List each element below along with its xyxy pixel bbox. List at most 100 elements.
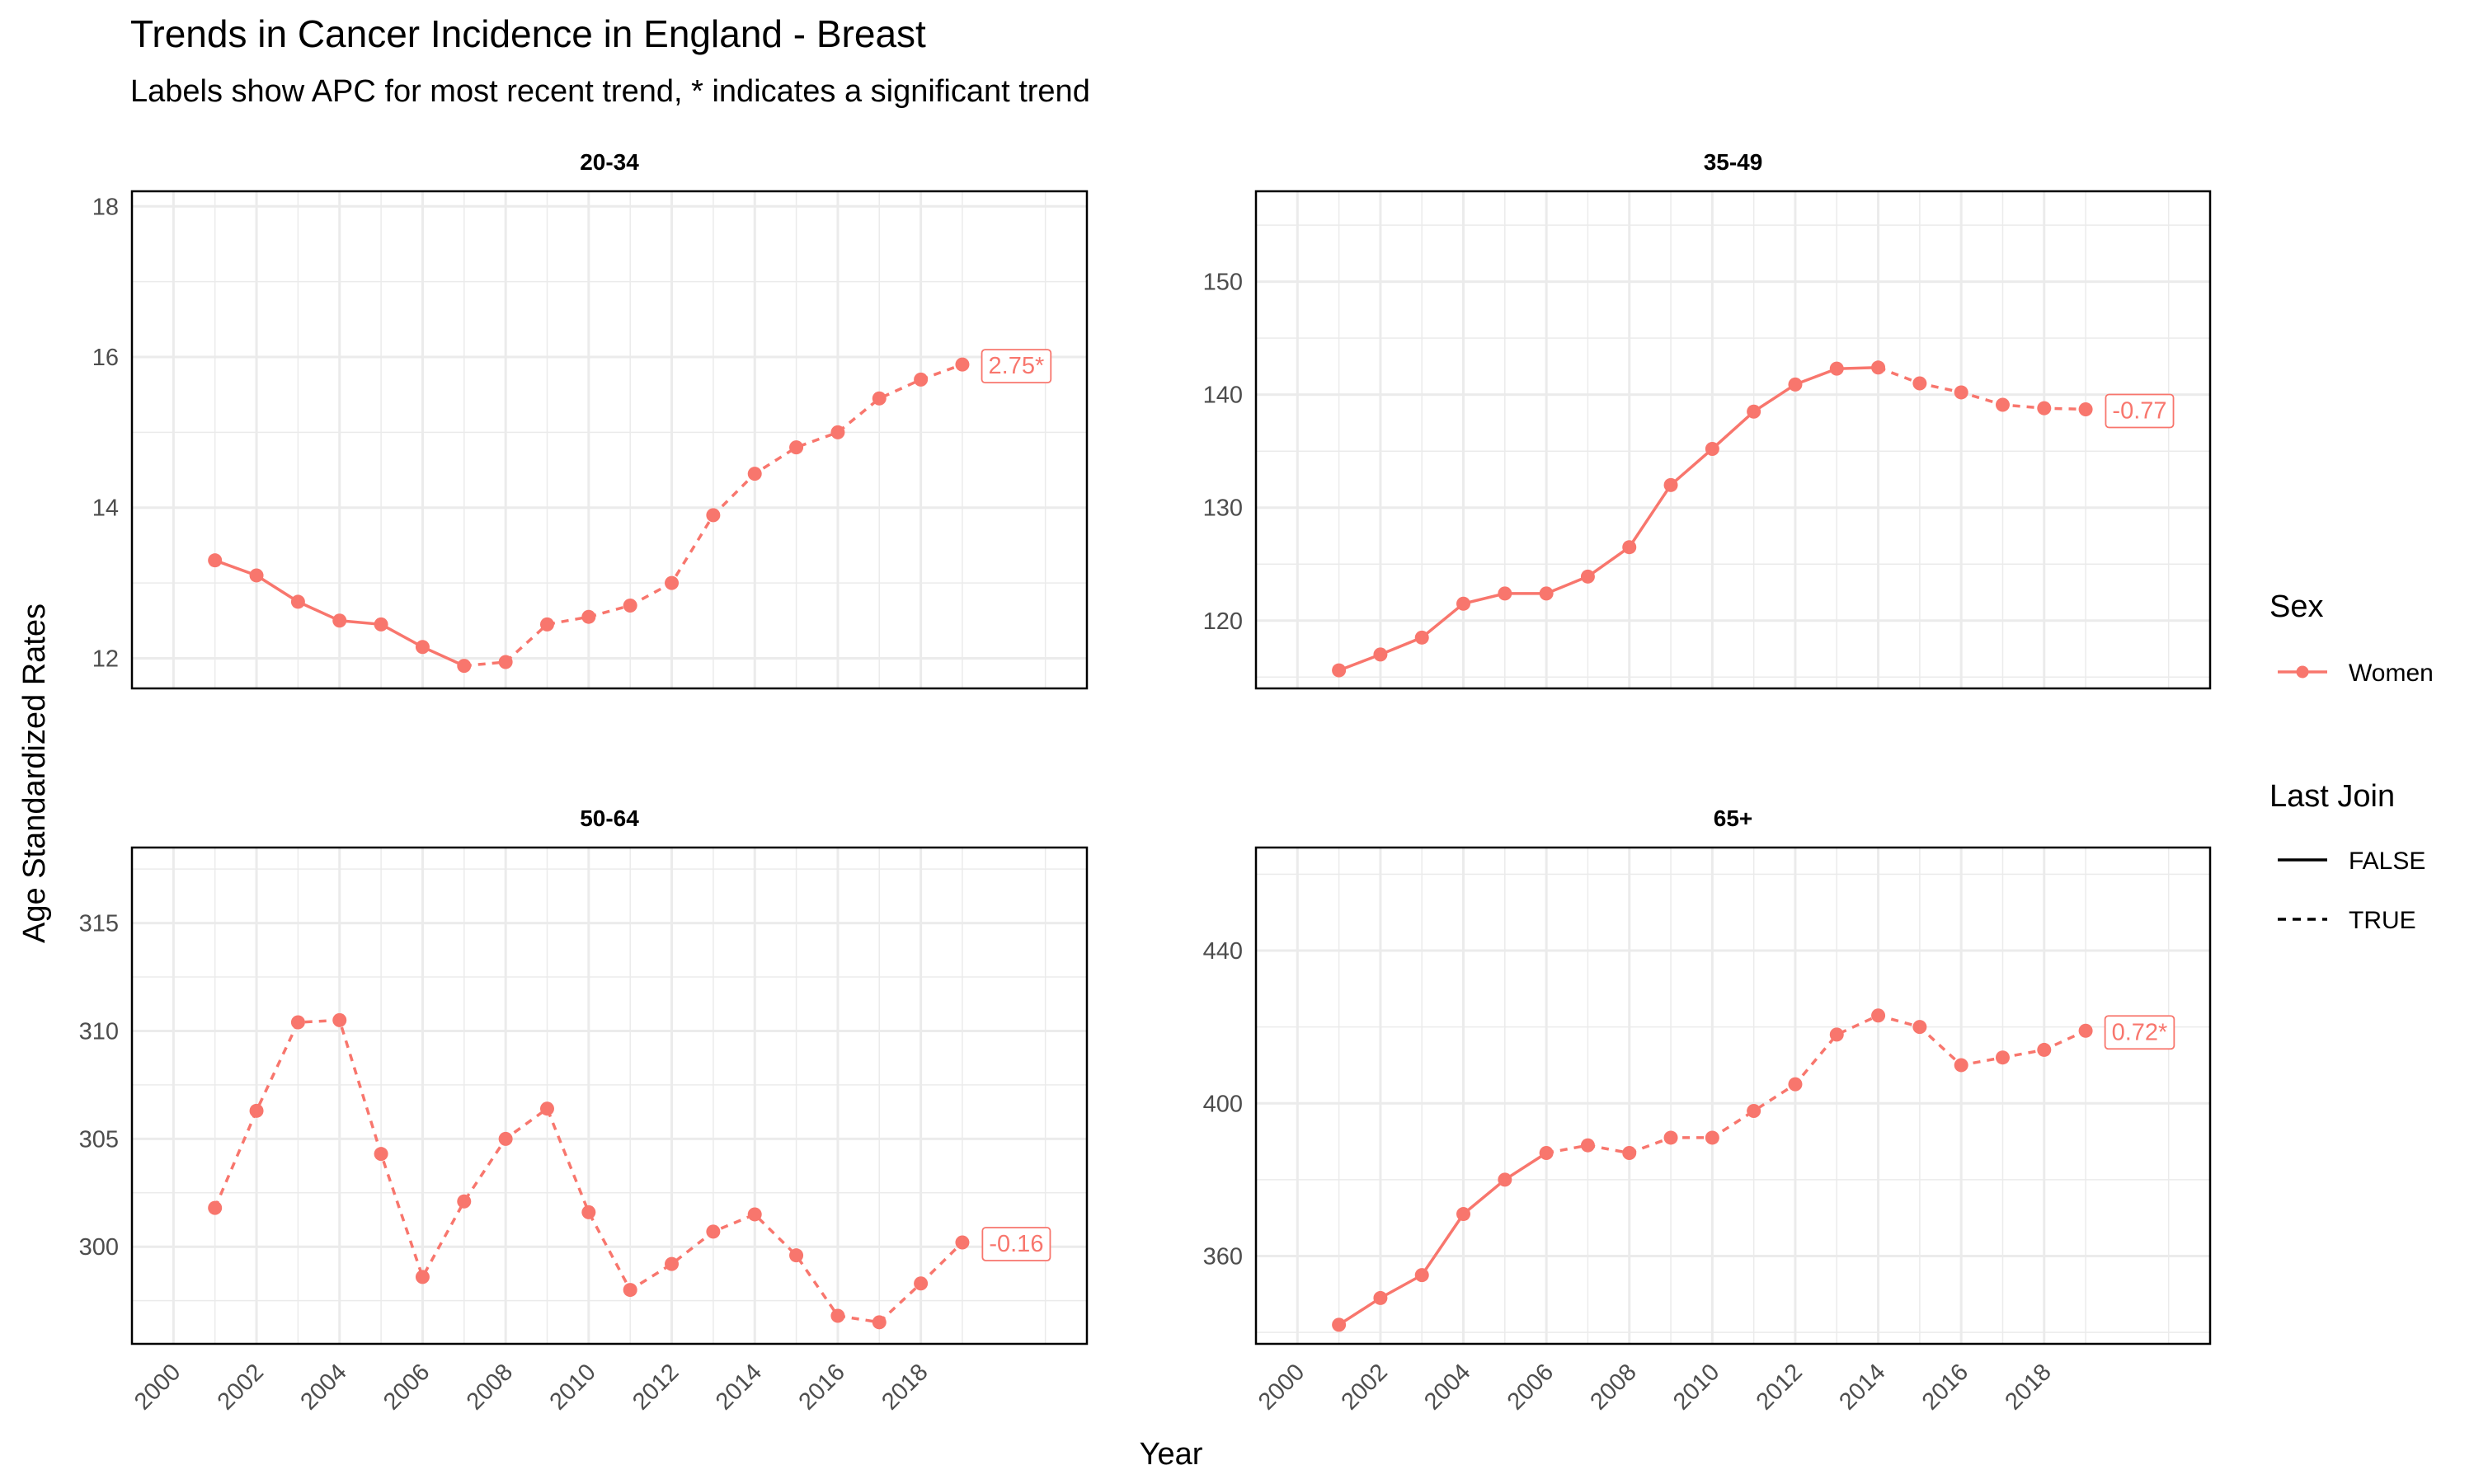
panel-title: 50-64: [580, 805, 639, 831]
x-tick-label: 2004: [1419, 1359, 1475, 1415]
data-point: [789, 440, 804, 455]
legend: Sex Women Last Join FALSE TRUE: [2269, 589, 2434, 934]
data-point: [706, 1224, 721, 1239]
data-point: [1539, 586, 1554, 601]
data-point: [914, 372, 929, 387]
data-point: [1912, 1020, 1927, 1035]
data-point: [665, 1256, 680, 1271]
data-point: [1788, 377, 1803, 392]
data-point: [914, 1276, 929, 1291]
data-point: [1912, 376, 1927, 391]
data-point: [249, 568, 264, 583]
data-point: [2078, 402, 2093, 416]
data-point: [539, 617, 554, 632]
data-point: [623, 1283, 637, 1298]
series-women-dashed-line: [1877, 366, 2086, 411]
data-point: [415, 640, 430, 655]
data-point: [457, 659, 472, 674]
panel-0: 20-34 12 14 16 18 2.75*: [92, 149, 1089, 690]
y-tick-label: 150: [1203, 270, 1243, 296]
x-axis-title: Year: [1140, 1437, 1203, 1472]
data-point: [1663, 1130, 1678, 1145]
data-point: [290, 1015, 305, 1030]
data-point: [1829, 1027, 1844, 1042]
data-point: [208, 553, 223, 568]
data-point: [1995, 1050, 2010, 1065]
x-tick-label: 2008: [462, 1359, 518, 1415]
panel-3: 65+ 360 400 440 2000 2002 2004 2006 2008 2010 2012…: [1203, 805, 2212, 1416]
apc-label: -0.16: [989, 1231, 1043, 1257]
x-tick-label: 2008: [1585, 1359, 1641, 1415]
legend-women-label: Women: [2349, 660, 2434, 687]
y-tick-label: 400: [1203, 1091, 1243, 1117]
apc-label-box: [981, 349, 1052, 384]
data-point: [830, 1308, 845, 1323]
data-point: [1622, 1145, 1637, 1160]
data-point: [374, 617, 388, 632]
panel-frame: [1254, 190, 2212, 690]
chart-title: Trends in Cancer Incidence in England - …: [130, 12, 926, 55]
y-tick-label: 305: [79, 1126, 119, 1153]
data-point: [1539, 1145, 1554, 1160]
data-point: [1705, 1130, 1719, 1145]
panel-2: 50-64 300 305 310 315 2000 2002 2004 2006 2008 201…: [79, 805, 1089, 1416]
data-point: [706, 508, 721, 523]
data-point: [249, 1103, 264, 1118]
data-point: [1788, 1077, 1803, 1092]
x-tick-label: 2006: [379, 1359, 435, 1415]
data-point: [1663, 477, 1678, 492]
data-point: [1498, 586, 1512, 601]
apc-label: 2.75*: [989, 353, 1045, 379]
panel-title: 65+: [1714, 805, 1753, 831]
data-point: [665, 575, 680, 590]
legend-last-join-title: Last Join: [2269, 779, 2395, 814]
data-point: [290, 594, 305, 609]
data-point: [1954, 1058, 1968, 1073]
data-point: [1580, 569, 1595, 584]
data-point: [1871, 360, 1886, 375]
x-tick-label: 2018: [877, 1359, 933, 1415]
data-point: [1332, 663, 1347, 678]
data-point: [1954, 385, 1968, 400]
data-point: [1498, 1172, 1512, 1187]
panel-frame: [130, 190, 1089, 690]
y-tick-label: 16: [92, 345, 119, 371]
data-point: [374, 1147, 388, 1162]
data-point: [830, 425, 845, 439]
x-tick-label: 2002: [1337, 1359, 1393, 1415]
legend-true-label: TRUE: [2349, 907, 2416, 934]
data-point: [498, 655, 513, 669]
data-point: [1414, 1268, 1429, 1283]
y-tick-label: 300: [79, 1234, 119, 1261]
series-women-solid-line: [1338, 1152, 1548, 1327]
data-point: [1373, 647, 1388, 662]
data-point: [1871, 1008, 1886, 1023]
data-point: [623, 599, 637, 613]
x-tick-label: 2004: [295, 1359, 351, 1415]
data-point: [1995, 397, 2010, 412]
x-tick-label: 2016: [794, 1359, 850, 1415]
data-point: [2037, 1042, 2052, 1057]
data-point: [1747, 1104, 1761, 1119]
data-point: [208, 1200, 223, 1215]
x-tick-label: 2010: [1668, 1359, 1724, 1415]
panel-frame: [130, 846, 1089, 1345]
x-tick-label: 2018: [2000, 1359, 2056, 1415]
data-point: [955, 357, 970, 372]
panel-title: 20-34: [580, 149, 639, 175]
x-tick-label: 2006: [1503, 1359, 1559, 1415]
apc-label: -0.77: [2112, 397, 2166, 424]
y-tick-label: 360: [1203, 1243, 1243, 1270]
panel-1: 35-49 120 130 140 150 -0.77: [1203, 149, 2212, 690]
chart-panels: 20-34 12 14 16 18 2.75* 35-49 120 130 140 150 -0.77…: [79, 149, 2212, 1416]
data-point: [581, 1205, 596, 1219]
y-tick-label: 140: [1203, 383, 1243, 409]
data-point: [1829, 361, 1844, 376]
data-point: [872, 391, 887, 406]
data-point: [789, 1248, 804, 1263]
x-tick-label: 2014: [1834, 1359, 1890, 1415]
data-point: [1747, 404, 1761, 419]
x-tick-label: 2000: [1253, 1359, 1310, 1415]
apc-label-box: [2104, 1015, 2175, 1050]
